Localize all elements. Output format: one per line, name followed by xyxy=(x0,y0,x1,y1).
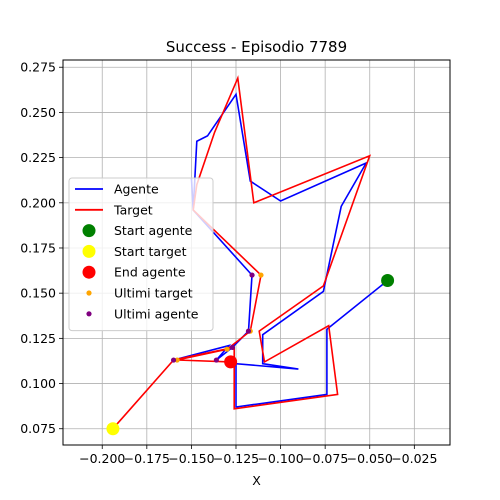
x-tick-label: −0.125 xyxy=(213,451,259,466)
y-tick-label: 0.275 xyxy=(20,60,56,75)
x-tick-label: −0.025 xyxy=(391,451,437,466)
point-ultimi-target xyxy=(224,346,230,352)
legend-label-ultimi-agente: Ultimi agente xyxy=(114,306,199,321)
legend-box xyxy=(68,177,214,332)
y-tick-label: 0.200 xyxy=(20,195,56,210)
ticks: −0.200−0.175−0.150−0.125−0.100−0.075−0.0… xyxy=(20,60,437,466)
x-tick-label: −0.200 xyxy=(79,451,125,466)
y-tick-label: 0.150 xyxy=(20,286,56,301)
y-tick-label: 0.250 xyxy=(20,105,56,120)
point-ultimi-agente xyxy=(229,344,236,350)
legend-swatch-ultimi-target xyxy=(86,290,92,296)
point-ultimi-target xyxy=(174,357,180,363)
point-ultimi-agente xyxy=(213,357,219,363)
x-tick-label: −0.050 xyxy=(347,451,393,466)
x-tick-label: −0.175 xyxy=(124,451,170,466)
plot-markers xyxy=(106,272,395,436)
legend-label-target: Target xyxy=(113,202,153,217)
y-tick-label: 0.075 xyxy=(20,421,56,436)
grid xyxy=(63,60,450,445)
legend-label-agente: Agente xyxy=(114,182,159,197)
x-tick-label: −0.150 xyxy=(168,451,214,466)
marker-start-target xyxy=(106,422,120,436)
marker-end-agente xyxy=(224,355,238,369)
legend-label-start-agente: Start agente xyxy=(114,223,193,238)
chart-title: Success - Episodio 7789 xyxy=(166,38,347,56)
legend-swatch-ultimi-agente xyxy=(86,311,92,317)
legend-label-end-agente: End agente xyxy=(114,265,186,280)
legend-swatch-start-agente xyxy=(82,224,96,238)
marker-start-agente xyxy=(381,274,395,288)
y-tick-label: 0.100 xyxy=(20,376,56,391)
legend-label-ultimi-target: Ultimi target xyxy=(114,286,193,301)
y-tick-label: 0.225 xyxy=(20,150,56,165)
x-tick-label: −0.100 xyxy=(257,451,303,466)
series-line-target xyxy=(112,75,372,430)
legend: Agente Target Start agente Start target End … xyxy=(68,177,214,332)
point-ultimi-agente xyxy=(249,272,255,278)
legend-label-start-target: Start target xyxy=(114,244,187,259)
point-ultimi-target xyxy=(258,272,264,278)
axes-frame xyxy=(62,59,451,446)
point-ultimi-agente xyxy=(170,357,177,363)
x-tick-label: −0.075 xyxy=(302,451,348,466)
y-tick-label: 0.125 xyxy=(20,331,56,346)
point-ultimi-agente xyxy=(245,328,252,334)
y-tick-label: 0.175 xyxy=(20,240,56,255)
legend-swatch-end-agente xyxy=(82,265,96,279)
x-axis-label: X xyxy=(252,473,261,488)
legend-swatch-start-target xyxy=(82,244,96,258)
